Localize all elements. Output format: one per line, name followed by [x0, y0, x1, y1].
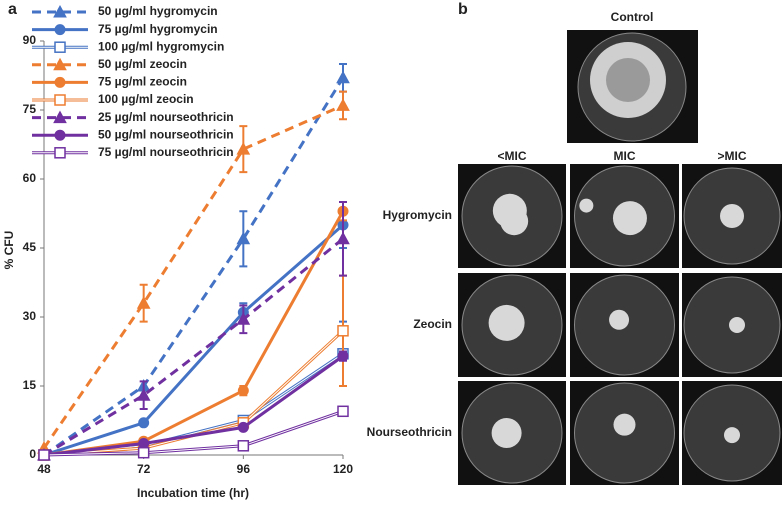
y-tick-label: 30	[23, 309, 37, 323]
marker	[337, 325, 349, 337]
x-tick-label: 120	[333, 462, 353, 476]
colony	[500, 207, 529, 236]
row-label: Nourseothricin	[367, 425, 452, 439]
row-label: Zeocin	[413, 317, 452, 331]
series-line	[43, 77, 345, 457]
marker	[54, 41, 66, 53]
legend-label: 25 µg/ml nourseothricin	[98, 110, 234, 124]
series-line	[43, 223, 344, 457]
series-line	[42, 104, 344, 449]
panel-label: b	[458, 1, 468, 18]
x-tick-label: 72	[137, 462, 151, 476]
marker	[237, 385, 249, 397]
marker	[38, 449, 50, 461]
y-tick-label: 90	[23, 33, 37, 47]
marker	[54, 147, 66, 159]
legend-label: 100 µg/ml zeocin	[98, 92, 194, 106]
colony	[613, 413, 636, 436]
colony	[729, 317, 745, 333]
colony	[612, 201, 647, 236]
photo-label: Control	[611, 10, 654, 24]
marker	[336, 70, 350, 84]
marker	[54, 129, 66, 141]
marker	[236, 142, 251, 155]
panel-label: a	[8, 1, 17, 18]
marker	[136, 388, 151, 401]
marker	[336, 98, 350, 111]
column-label: MIC	[614, 149, 636, 163]
y-tick-label: 75	[23, 102, 37, 116]
series-line	[43, 237, 344, 457]
y-tick-label: 45	[23, 240, 37, 254]
marker	[137, 446, 150, 459]
legend-label: 100 µg/ml hygromycin	[98, 39, 224, 53]
x-tick-label: 96	[237, 462, 251, 476]
legend-label: 75 µg/ml nourseothricin	[98, 145, 234, 159]
column-label: >MIC	[717, 149, 746, 163]
marker	[53, 57, 67, 71]
marker	[337, 350, 349, 362]
colony	[579, 198, 594, 213]
series-line	[43, 210, 345, 457]
row-label: Hygromycin	[383, 208, 452, 222]
marker	[236, 312, 251, 325]
marker	[54, 76, 66, 88]
y-axis-title: % CFU	[2, 231, 16, 270]
y-tick-label: 0	[29, 447, 36, 461]
marker	[236, 231, 251, 245]
y-tick-label: 60	[23, 171, 37, 185]
colony-center	[606, 58, 650, 102]
marker	[54, 24, 66, 36]
marker	[237, 440, 250, 452]
colony	[720, 204, 744, 228]
colony	[724, 427, 740, 444]
series-line-inner	[43, 410, 344, 456]
marker	[237, 421, 249, 433]
series-line	[43, 354, 344, 457]
colony	[488, 304, 525, 341]
marker	[54, 94, 66, 106]
legend-label: 50 µg/ml nourseothricin	[98, 127, 234, 141]
colony	[609, 309, 630, 330]
marker	[138, 417, 150, 429]
marker	[337, 405, 349, 418]
legend-label: 75 µg/ml hygromycin	[98, 22, 218, 36]
column-label: <MIC	[497, 149, 526, 163]
y-tick-label: 15	[23, 378, 37, 392]
legend-label: 50 µg/ml zeocin	[98, 57, 187, 71]
legend-label: 50 µg/ml hygromycin	[98, 4, 218, 18]
marker	[336, 231, 350, 245]
marker	[53, 110, 67, 124]
marker	[53, 4, 67, 18]
legend-label: 75 µg/ml zeocin	[98, 75, 187, 89]
x-tick-label: 48	[37, 462, 51, 476]
marker	[136, 296, 151, 309]
colony	[491, 418, 522, 448]
x-axis-title: Incubation time (hr)	[137, 486, 249, 500]
